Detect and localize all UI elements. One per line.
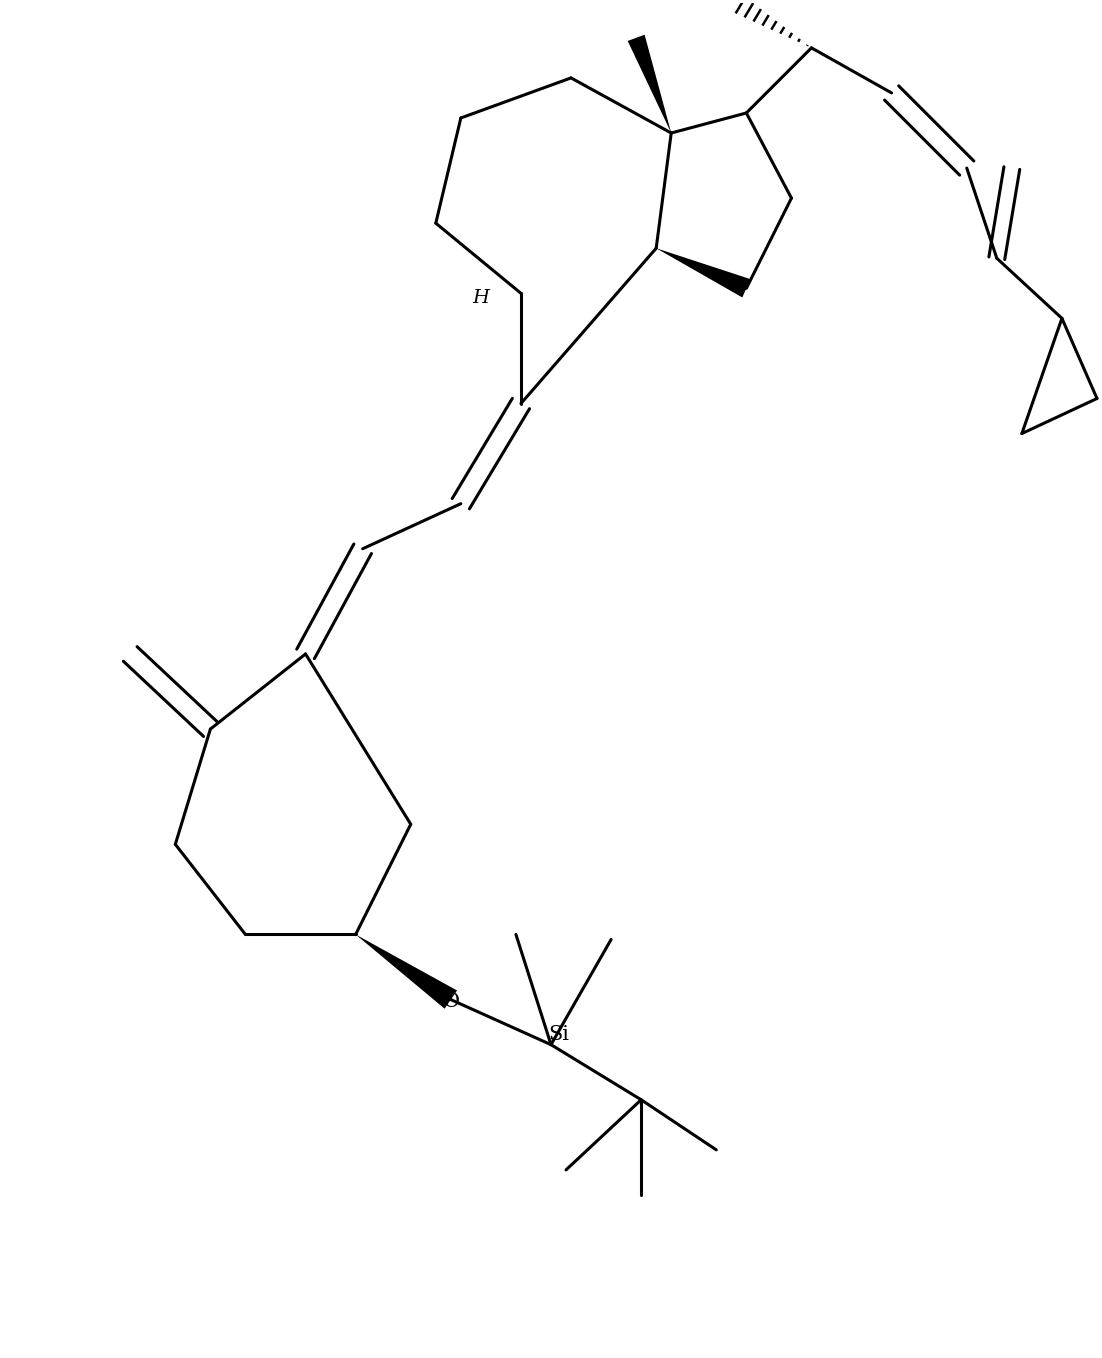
- Polygon shape: [656, 249, 750, 297]
- Text: Si: Si: [549, 1025, 570, 1044]
- Polygon shape: [628, 35, 671, 133]
- Text: O: O: [443, 993, 461, 1012]
- Text: H: H: [473, 289, 489, 307]
- Polygon shape: [356, 934, 457, 1009]
